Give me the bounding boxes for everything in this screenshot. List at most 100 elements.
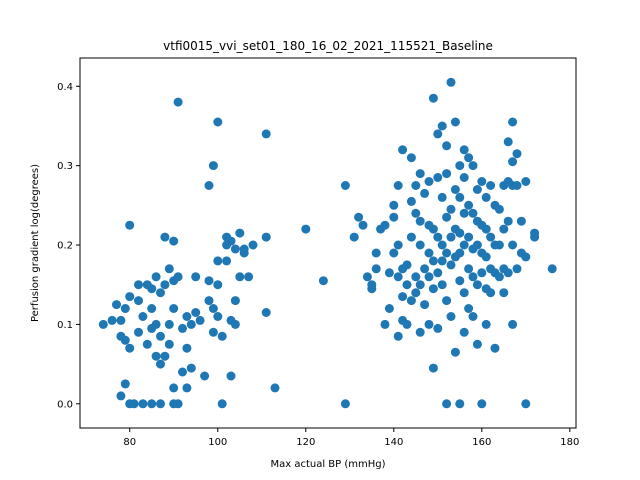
data-point [420,264,430,274]
data-point [547,264,557,274]
data-point [186,319,196,329]
data-point [261,308,271,317]
data-point [442,296,452,306]
data-point [142,339,152,349]
data-point [134,296,143,306]
data-point [508,319,518,329]
data-point [472,185,482,194]
data-point [261,232,271,242]
data-point [393,331,403,341]
data-point [213,256,223,266]
data-point [389,200,399,210]
data-point [455,248,465,258]
x-tick-label: 160 [472,437,491,448]
data-point [182,383,192,393]
data-point [164,319,174,329]
data-point [468,312,478,321]
data-point [464,200,474,210]
data-point [512,264,522,274]
data-point [230,319,240,329]
data-point [415,240,425,250]
x-axis: 80 100 120 140 160 180 [123,428,579,448]
data-point [358,220,368,230]
data-point [433,323,443,333]
data-point [367,280,377,290]
data-point [406,296,416,306]
data-point [213,312,223,321]
data-point [393,240,403,250]
data-point [415,169,425,179]
data-point [468,161,478,171]
data-point [468,272,478,282]
data-point [446,260,456,270]
data-point [450,347,460,357]
data-point [521,252,531,262]
data-point [459,327,469,337]
data-point [217,331,227,341]
data-point [481,319,491,329]
data-point [521,177,531,186]
chart-title: vtfi0015_vvi_set01_180_16_02_2021_115521… [163,39,493,53]
data-point [494,240,504,250]
data-point [481,252,491,262]
data-point [442,248,452,258]
data-point [178,323,187,333]
data-point [402,280,412,290]
data-point [120,335,130,345]
data-point [213,117,223,127]
data-point [116,315,126,325]
data-point [499,224,509,234]
data-point [499,288,509,298]
data-point [384,268,394,278]
data-point [503,137,513,147]
data-point [340,181,350,190]
data-point [349,232,359,242]
data-point [169,304,179,313]
data-point [411,208,421,218]
data-point [446,204,456,214]
data-point [191,272,201,282]
data-point [208,327,218,337]
data-point [195,315,205,325]
data-point [494,204,504,214]
data-point [164,339,174,349]
x-tick-label: 100 [208,437,227,448]
data-point [151,319,161,329]
data-point [450,117,460,127]
data-point [459,173,469,182]
data-point [191,308,201,317]
data-point [138,312,148,321]
data-point [244,272,254,282]
data-point [182,312,192,321]
data-point [208,161,218,171]
data-point [125,399,135,409]
data-point [468,208,478,218]
data-point [433,173,443,182]
data-point [433,129,443,139]
data-point [486,288,496,298]
data-point [248,240,258,250]
x-tick-label: 180 [560,437,579,448]
data-point [459,208,469,218]
data-point [464,232,474,242]
data-point [354,212,364,222]
data-point [446,232,456,242]
data-point [428,284,438,294]
data-point [389,248,399,258]
data-point [120,379,130,389]
data-point [455,192,465,202]
data-point [521,399,531,409]
x-tick-label: 80 [123,437,136,448]
data-point [424,272,434,282]
data-point [340,399,350,409]
data-point [389,212,399,222]
data-point [186,363,196,373]
data-point [415,216,425,226]
data-point [134,327,143,337]
data-point [442,141,452,151]
data-point [112,300,121,310]
y-tick-label: 0.2 [57,241,73,252]
data-point [512,181,522,190]
data-point [261,129,271,139]
